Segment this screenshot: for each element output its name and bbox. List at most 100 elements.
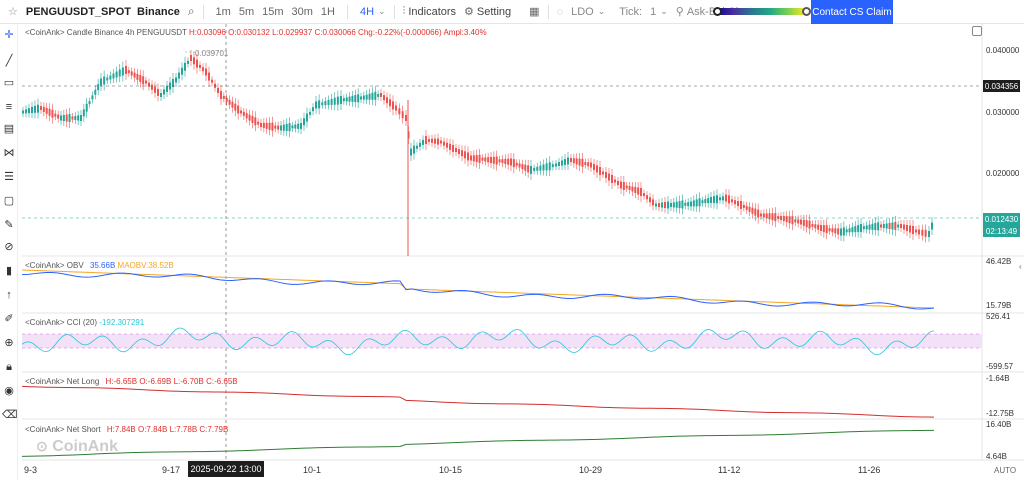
legend-close: C:0.030066 <box>314 28 356 37</box>
candle-body <box>51 109 54 118</box>
annotation-icon[interactable]: ▢ <box>3 195 15 207</box>
candle-body <box>458 149 460 155</box>
fullscreen-icon[interactable] <box>972 26 982 36</box>
eye-slash-icon[interactable]: ◌ <box>556 5 564 18</box>
candle-body <box>333 97 336 105</box>
net-short-l: L:7.78B <box>169 425 198 434</box>
tick-label: Tick: <box>619 5 643 18</box>
measure-icon[interactable]: ▮ <box>5 265 13 277</box>
candle-body <box>678 201 681 209</box>
candle-body <box>142 76 145 85</box>
candle-body <box>452 144 454 152</box>
candle-body <box>498 159 501 163</box>
heatmap-color-scale[interactable] <box>716 8 806 15</box>
pattern-icon[interactable]: ⋈ <box>3 147 15 159</box>
ldo-selector[interactable]: LDO ⌄ <box>567 0 609 24</box>
candle-body <box>68 114 71 122</box>
candle-body <box>782 216 785 222</box>
candle-body <box>687 202 690 207</box>
candle-body <box>62 115 65 121</box>
candle-body <box>924 229 927 237</box>
trash-icon[interactable]: ⌫ <box>2 409 18 421</box>
candle-body <box>536 166 539 171</box>
candle-body <box>567 157 569 165</box>
chevron-down-icon[interactable]: ⌄ <box>378 6 386 16</box>
candle-body <box>54 113 57 117</box>
parallel-channel-icon[interactable]: ▤ <box>3 123 15 135</box>
favorite-star-icon[interactable]: ☆ <box>8 6 18 18</box>
tick-selector[interactable]: Tick: 1 ⌄ <box>615 0 671 24</box>
timeframe-1m[interactable]: 1m <box>215 5 231 18</box>
grid-icon[interactable]: ▦ <box>529 6 540 18</box>
candle-body <box>854 226 857 233</box>
candle-body <box>374 91 377 100</box>
divider <box>393 4 395 19</box>
candle-body <box>434 138 436 144</box>
candle-body <box>551 164 554 168</box>
candle-body <box>48 108 51 116</box>
magnet-icon[interactable]: ↑ <box>6 289 12 301</box>
candle-body <box>771 213 774 221</box>
candle-body <box>425 136 427 144</box>
candle-body <box>882 224 885 228</box>
fib-icon[interactable]: ☰ <box>4 171 14 183</box>
ruler-icon[interactable]: ⊘ <box>4 241 14 253</box>
crosshair-icon[interactable]: ✛ <box>4 29 14 41</box>
candle-body <box>817 224 820 230</box>
candle-body <box>377 93 380 97</box>
candle-body <box>193 57 195 65</box>
candle-body <box>106 77 109 81</box>
indicators-button[interactable]: ⫶ Indicators <box>399 0 460 24</box>
candle-body <box>572 158 575 164</box>
candle-body <box>909 225 911 233</box>
timeframe-group: 1m 5m 15m 30m 1H <box>208 0 343 24</box>
candle-body <box>71 116 74 120</box>
lock-icon[interactable]: 🔒︎ <box>6 361 12 373</box>
candle-body <box>428 138 430 142</box>
candle-body <box>45 107 48 114</box>
candle-body <box>225 97 228 102</box>
candle-body <box>389 99 391 107</box>
eraser-icon[interactable]: ✐ <box>4 313 14 325</box>
timeframe-5m[interactable]: 5m <box>238 5 255 18</box>
rectangle-icon[interactable]: ▭ <box>3 77 15 89</box>
cci-axis-bottom: -599.57 <box>986 362 1014 371</box>
collapse-arrow-icon[interactable]: ‹ <box>1019 262 1022 271</box>
price-tick: 0.030000 <box>986 108 1020 117</box>
chevron-down-icon: ⌄ <box>660 6 668 16</box>
timeframe-15m[interactable]: 15m <box>262 5 284 18</box>
candle-body <box>368 93 371 100</box>
candle-body <box>504 158 507 164</box>
candle-body <box>805 220 808 228</box>
candle-body <box>794 219 797 223</box>
price-tick: 0.020000 <box>986 169 1020 178</box>
candle-body <box>211 79 213 83</box>
candle-body <box>492 156 495 164</box>
cci-value: -192.307291 <box>99 318 145 327</box>
candle-body <box>599 167 601 175</box>
candle-body <box>340 96 342 104</box>
candle-body <box>109 75 112 80</box>
contact-cs-button[interactable]: Contact CS Claim <box>811 0 893 24</box>
symbol-selector[interactable]: PENGUUSDT_SPOT Binance <box>22 0 184 24</box>
auto-scale-button[interactable]: AUTO <box>994 466 1017 475</box>
scale-handle-left[interactable] <box>713 7 722 16</box>
candle-body <box>121 67 124 76</box>
timeframe-1h[interactable]: 1H <box>320 5 335 18</box>
candle-body <box>608 173 610 181</box>
candle-body <box>291 125 294 129</box>
candle-body <box>31 107 33 113</box>
brush-icon[interactable]: ✎ <box>4 219 14 231</box>
zoom-icon[interactable]: ⊕ <box>4 337 14 349</box>
scale-handle-right[interactable] <box>802 7 811 16</box>
setting-button[interactable]: ⚙ Setting <box>460 0 515 24</box>
trend-line-icon[interactable]: ╱ <box>5 55 13 67</box>
timeframe-30m[interactable]: 30m <box>291 5 313 18</box>
eye-icon[interactable]: ◉ <box>4 385 14 397</box>
candle-body <box>248 114 251 121</box>
horizontal-lines-icon[interactable]: ≡ <box>5 101 13 113</box>
search-icon[interactable]: ⌕ <box>187 4 195 18</box>
timeframe-4h[interactable]: 4H ⌄ <box>352 0 390 24</box>
